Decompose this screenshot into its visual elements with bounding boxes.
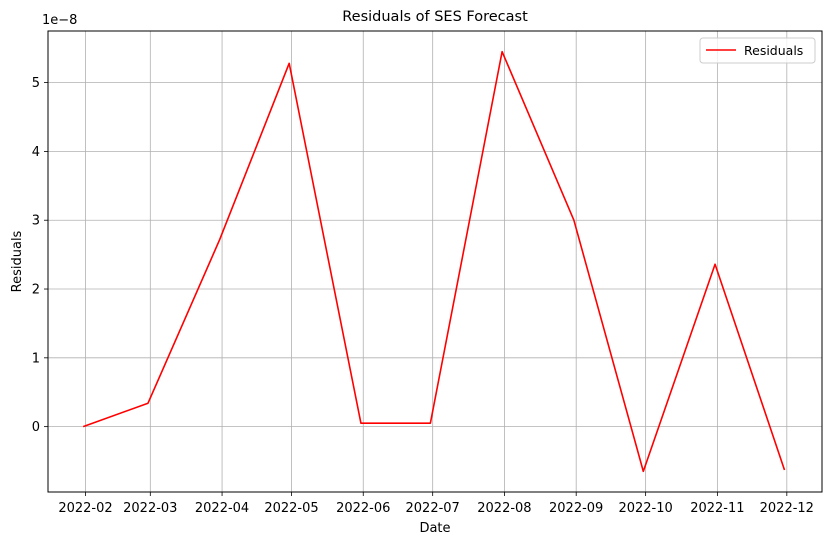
x-tick-label: 2022-02 bbox=[58, 501, 112, 516]
legend-box bbox=[699, 37, 816, 64]
x-tick-label: 2022-10 bbox=[618, 501, 672, 516]
x-tick-label: 2022-05 bbox=[264, 501, 318, 516]
y-tick-label: 3 bbox=[32, 214, 40, 229]
x-tick-label: 2022-11 bbox=[690, 501, 744, 516]
y-tick-label: 1 bbox=[32, 351, 40, 366]
x-tick-label: 2022-03 bbox=[123, 501, 177, 516]
x-tick-label: 2022-09 bbox=[549, 501, 603, 516]
x-tick-label: 2022-12 bbox=[760, 501, 814, 516]
chart-title: Residuals of SES Forecast bbox=[342, 9, 528, 25]
x-tick-label: 2022-08 bbox=[477, 501, 531, 516]
y-axis-offset-label: 1e−8 bbox=[42, 13, 77, 28]
series-line-residuals bbox=[82, 50, 786, 473]
y-axis-title: Residuals bbox=[10, 230, 25, 292]
grid bbox=[48, 31, 822, 492]
x-axis-title: Date bbox=[419, 521, 450, 536]
plot-frame bbox=[47, 30, 823, 493]
legend: Residuals bbox=[699, 37, 816, 64]
y-tick-label: 0 bbox=[32, 420, 40, 435]
x-tick-label: 2022-07 bbox=[406, 501, 460, 516]
series-layer bbox=[82, 50, 786, 473]
x-tick-label: 2022-04 bbox=[195, 501, 249, 516]
y-tick-label: 2 bbox=[32, 283, 40, 298]
y-tick-label: 4 bbox=[32, 145, 40, 160]
y-tick-label: 5 bbox=[32, 76, 40, 91]
ticks: 2022-02 2022-03 2022-04 2022-05 2022-06 2022-… bbox=[32, 76, 814, 516]
x-tick-label: 2022-06 bbox=[336, 501, 390, 516]
legend-label: Residuals bbox=[744, 43, 803, 58]
